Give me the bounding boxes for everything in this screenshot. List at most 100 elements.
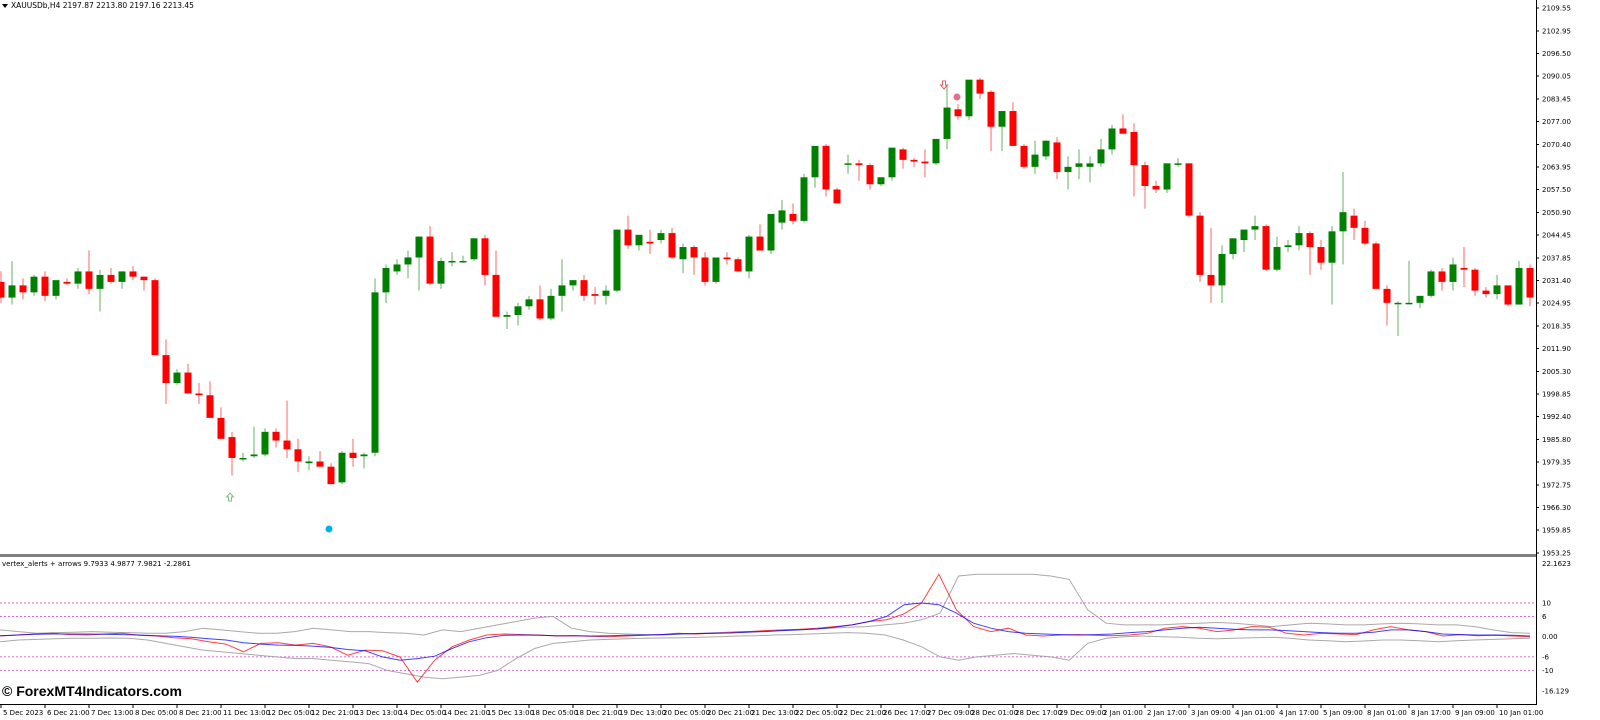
candle <box>1438 267 1446 291</box>
candle <box>1405 260 1413 305</box>
indicator-line <box>0 573 1531 683</box>
candle <box>1130 123 1138 197</box>
candle <box>635 234 643 251</box>
candle <box>1372 241 1380 289</box>
candle <box>844 154 852 174</box>
candle <box>107 267 115 284</box>
time-tick-label: 18 Dec 21:00 <box>575 709 622 717</box>
candle <box>1394 301 1402 336</box>
price-tick-label: 1953.25 <box>1542 550 1571 558</box>
candle <box>547 288 555 321</box>
candle <box>1306 231 1314 275</box>
price-tick-label: 1979.35 <box>1542 458 1571 466</box>
time-tick-label: 28 Dec 17:00 <box>1015 709 1062 717</box>
candle <box>712 257 720 284</box>
candle <box>976 77 984 99</box>
candle <box>536 285 544 321</box>
price-tick-label: 2102.95 <box>1542 28 1571 36</box>
indicator-tick-label: 22.1623 <box>1542 560 1571 568</box>
candle <box>888 147 896 181</box>
price-tick-label: 1998.85 <box>1542 390 1571 398</box>
candle <box>965 79 973 120</box>
time-tick-label: 22 Dec 05:00 <box>795 709 842 717</box>
indicator-axis: 22.1623 10 6 0.00 -6 -10 -16.129 <box>1542 560 1571 696</box>
candle <box>294 438 302 472</box>
watermark: © ForexMT4Indicators.com <box>2 683 182 699</box>
indicator-tick-label: 0.00 <box>1542 633 1558 641</box>
sell-arrow-icon <box>939 80 949 90</box>
time-tick-label: 11 Dec 13:00 <box>223 709 270 717</box>
candle <box>1526 264 1534 307</box>
candle <box>1328 226 1336 305</box>
candle <box>1460 247 1468 288</box>
indicator-tick-label: 6 <box>1542 613 1547 621</box>
time-axis[interactable]: 5 Dec 2023 6 Dec 21:00 7 Dec 13:00 8 Dec 05… <box>0 704 1543 717</box>
candle <box>833 187 841 204</box>
time-tick-label: 2 Jan 17:00 <box>1147 709 1187 717</box>
candle <box>1449 257 1457 291</box>
price-axis[interactable]: 2109.55 2102.95 2096.50 2090.05 2083.45 2077.… <box>1536 5 1571 558</box>
price-tick-label: 2077.00 <box>1542 118 1571 126</box>
candle <box>239 452 247 462</box>
price-tick-label: 2063.95 <box>1542 164 1571 172</box>
candle <box>1295 226 1303 251</box>
candlestick-series <box>0 77 1534 485</box>
price-tick-label: 2050.90 <box>1542 209 1571 217</box>
candle <box>492 250 500 317</box>
candle <box>932 138 940 166</box>
candle <box>41 271 49 302</box>
candle <box>250 426 258 458</box>
candle <box>1053 137 1061 180</box>
candle <box>921 149 929 178</box>
candle <box>1416 295 1424 309</box>
candle <box>580 274 588 302</box>
candle <box>448 252 456 267</box>
candle <box>349 438 357 467</box>
candle <box>85 250 93 295</box>
candle <box>1350 208 1358 241</box>
candle <box>426 226 434 286</box>
candle <box>910 158 918 167</box>
time-tick-label: 18 Dec 05:00 <box>531 709 578 717</box>
candle <box>129 266 137 281</box>
candle <box>723 252 731 265</box>
time-tick-label: 27 Dec 09:00 <box>927 709 974 717</box>
candle <box>1020 144 1028 169</box>
price-tick-label: 2018.35 <box>1542 323 1571 331</box>
candle <box>8 260 16 305</box>
candle <box>679 243 687 274</box>
dropdown-triangle-icon[interactable] <box>2 4 8 8</box>
candle <box>1482 287 1490 298</box>
candle <box>591 287 599 305</box>
time-tick-label: 20 Dec 05:00 <box>663 709 710 717</box>
candle <box>1185 163 1193 218</box>
candle <box>1163 163 1171 193</box>
price-tick-label: 2011.90 <box>1542 345 1571 353</box>
time-tick-label: 12 Dec 21:00 <box>311 709 358 717</box>
candle <box>96 269 104 312</box>
candle <box>162 339 170 404</box>
indicator-levels <box>0 602 1536 671</box>
time-tick-label: 4 Jan 01:00 <box>1235 709 1275 717</box>
price-tick-label: 2057.50 <box>1542 186 1571 194</box>
buy-arrow-icon <box>225 492 235 502</box>
time-tick-label: 26 Dec 17:00 <box>883 709 930 717</box>
candle <box>503 311 511 329</box>
pane-separator[interactable] <box>0 554 1536 557</box>
price-tick-label: 2037.85 <box>1542 255 1571 263</box>
candle <box>1471 267 1479 296</box>
price-tick-label: 2031.40 <box>1542 277 1571 285</box>
signal-annotations <box>225 80 961 533</box>
price-tick-label: 1985.80 <box>1542 436 1571 444</box>
price-tick-label: 2005.30 <box>1542 368 1571 376</box>
candle <box>1207 227 1215 303</box>
candle <box>52 280 60 300</box>
time-tick-label: 4 Jan 17:00 <box>1279 709 1319 717</box>
candle <box>1262 224 1270 272</box>
time-tick-label: 3 Jan 09:00 <box>1191 709 1231 717</box>
time-tick-label: 8 Dec 05:00 <box>135 709 178 717</box>
candle <box>283 400 291 458</box>
time-tick-label: 8 Jan 17:00 <box>1411 709 1451 717</box>
candle <box>393 259 401 275</box>
